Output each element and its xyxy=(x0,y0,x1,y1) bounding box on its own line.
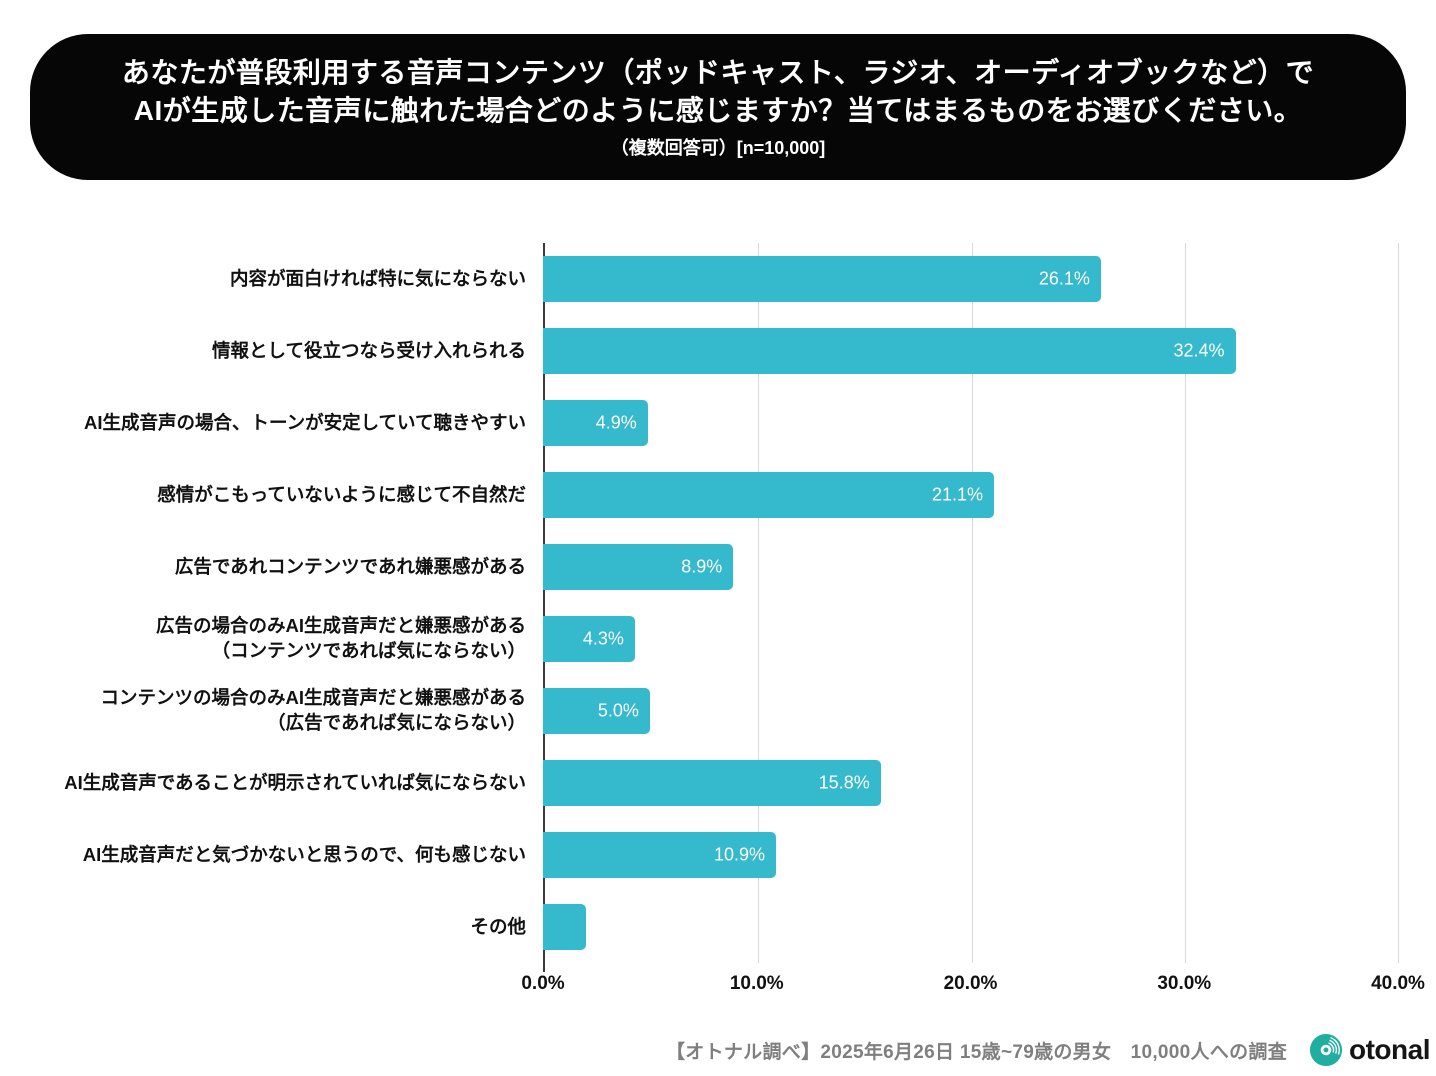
bar xyxy=(543,904,586,950)
bar: 26.1% xyxy=(543,256,1101,302)
bar-track: 4.3% xyxy=(543,616,1398,662)
chart-row: AI生成音声の場合、トーンが安定していて聴きやすい 4.9% xyxy=(0,387,1398,459)
bar: 8.9% xyxy=(543,544,734,590)
chart-row: 広告であれコンテンツであれ嫌悪感がある 8.9% xyxy=(0,531,1398,603)
bar: 32.4% xyxy=(543,328,1236,374)
bar-track: 8.9% xyxy=(543,544,1398,590)
bar-value-label: 4.3% xyxy=(582,628,624,649)
chart-row: 広告の場合のみAI生成音声だと嫌悪感がある （コンテンツであれば気にならない） … xyxy=(0,603,1398,675)
chart-row: 情報として役立つなら受け入れられる 32.4% xyxy=(0,315,1398,387)
chart-row: AI生成音声だと気づかないと思うので、何も感じない 10.9% xyxy=(0,819,1398,891)
chart-row: 内容が面白ければ特に気にならない 26.1% xyxy=(0,243,1398,315)
x-tick-20: 20.0% xyxy=(943,973,998,994)
otonal-logo-icon xyxy=(1309,1033,1343,1067)
x-tick-30: 30.0% xyxy=(1157,973,1212,994)
x-tick-10: 10.0% xyxy=(729,973,784,994)
bar-track: 26.1% xyxy=(543,256,1398,302)
survey-note: 【オトナル調べ】2025年6月26日 15歳~79歳の男女 10,000人への調… xyxy=(665,1041,1287,1063)
otonal-logo: otonal xyxy=(1309,1033,1431,1067)
category-label: その他 xyxy=(470,915,526,937)
bar-value-label: 4.9% xyxy=(595,412,637,433)
gridline-20pct xyxy=(971,243,973,963)
bar: 4.3% xyxy=(543,616,635,662)
question-header: あなたが普段利用する音声コンテンツ（ポッドキャスト、ラジオ、オーディオブックなど… xyxy=(30,34,1406,180)
bar-track: 10.9% xyxy=(543,832,1398,878)
plot-area xyxy=(543,243,1399,972)
bar: 5.0% xyxy=(543,688,650,734)
bar-track: 32.4% xyxy=(543,328,1398,374)
bar-value-label: 32.4% xyxy=(1173,340,1225,361)
gridline-30pct xyxy=(1184,243,1186,963)
bar-value-label: 10.9% xyxy=(713,844,765,865)
bar: 15.8% xyxy=(543,760,881,806)
x-tick-40: 40.0% xyxy=(1371,973,1425,994)
bar-value-label: 21.1% xyxy=(931,484,983,505)
category-label: 広告であれコンテンツであれ嫌悪感がある xyxy=(174,555,526,577)
category-label: 感情がこもっていないように感じて不自然だ xyxy=(157,483,526,505)
bar: 10.9% xyxy=(543,832,776,878)
chart-row: 感情がこもっていないように感じて不自然だ 21.1% xyxy=(0,459,1398,531)
chart-row: コンテンツの場合のみAI生成音声だと嫌悪感がある （広告であれば気にならない） … xyxy=(0,675,1398,747)
bar: 21.1% xyxy=(543,472,994,518)
question-title-line1: あなたが普段利用する音声コンテンツ（ポッドキャスト、ラジオ、オーディオブックなど… xyxy=(121,57,1315,88)
category-label: 内容が面白ければ特に気にならない xyxy=(229,267,526,289)
chart-rows: 内容が面白ければ特に気にならない 26.1% 情報として役立つなら受け入れられる… xyxy=(0,243,1398,963)
x-axis: 0.0% 10.0% 20.0% 30.0% 40.0% xyxy=(521,973,1425,1001)
question-subtitle: （複数回答可）[n=10,000] xyxy=(610,138,826,158)
x-tick-0: 0.0% xyxy=(521,973,565,994)
gridline-10pct xyxy=(758,243,760,963)
category-label: AI生成音声の場合、トーンが安定していて聴きやすい xyxy=(84,411,526,433)
bar-value-label: 15.8% xyxy=(818,772,870,793)
category-label: 広告の場合のみAI生成音声だと嫌悪感がある （コンテンツであれば気にならない） xyxy=(155,615,526,661)
bar: 4.9% xyxy=(543,400,648,446)
category-label: AI生成音声であることが明示されていれば気にならない xyxy=(64,771,526,793)
bar-value-label: 26.1% xyxy=(1038,268,1090,289)
chart-row: その他 xyxy=(0,891,1398,963)
question-title-line2: AIが生成した音声に触れた場合どのように感じますか？当てはまるものをお選びくださ… xyxy=(133,95,1303,126)
bar-track xyxy=(543,904,1398,950)
bar-value-label: 5.0% xyxy=(597,700,639,721)
category-label: コンテンツの場合のみAI生成音声だと嫌悪感がある （広告であれば気にならない） xyxy=(100,687,526,733)
category-label: AI生成音声だと気づかないと思うので、何も感じない xyxy=(82,843,526,865)
bar-track: 4.9% xyxy=(543,400,1398,446)
chart-row: AI生成音声であることが明示されていれば気にならない 15.8% xyxy=(0,747,1398,819)
bar-track: 5.0% xyxy=(543,688,1398,734)
bar-chart: 内容が面白ければ特に気にならない 26.1% 情報として役立つなら受け入れられる… xyxy=(0,243,1425,1001)
otonal-logo-text: otonal xyxy=(1349,1034,1431,1065)
bar-track: 15.8% xyxy=(543,760,1398,806)
category-label: 情報として役立つなら受け入れられる xyxy=(212,339,526,361)
bar-track: 21.1% xyxy=(543,472,1398,518)
footer: 【オトナル調べ】2025年6月26日 15歳~79歳の男女 10,000人への調… xyxy=(0,1033,1431,1067)
bar-value-label: 8.9% xyxy=(681,556,723,577)
gridline-40pct xyxy=(1398,243,1399,963)
